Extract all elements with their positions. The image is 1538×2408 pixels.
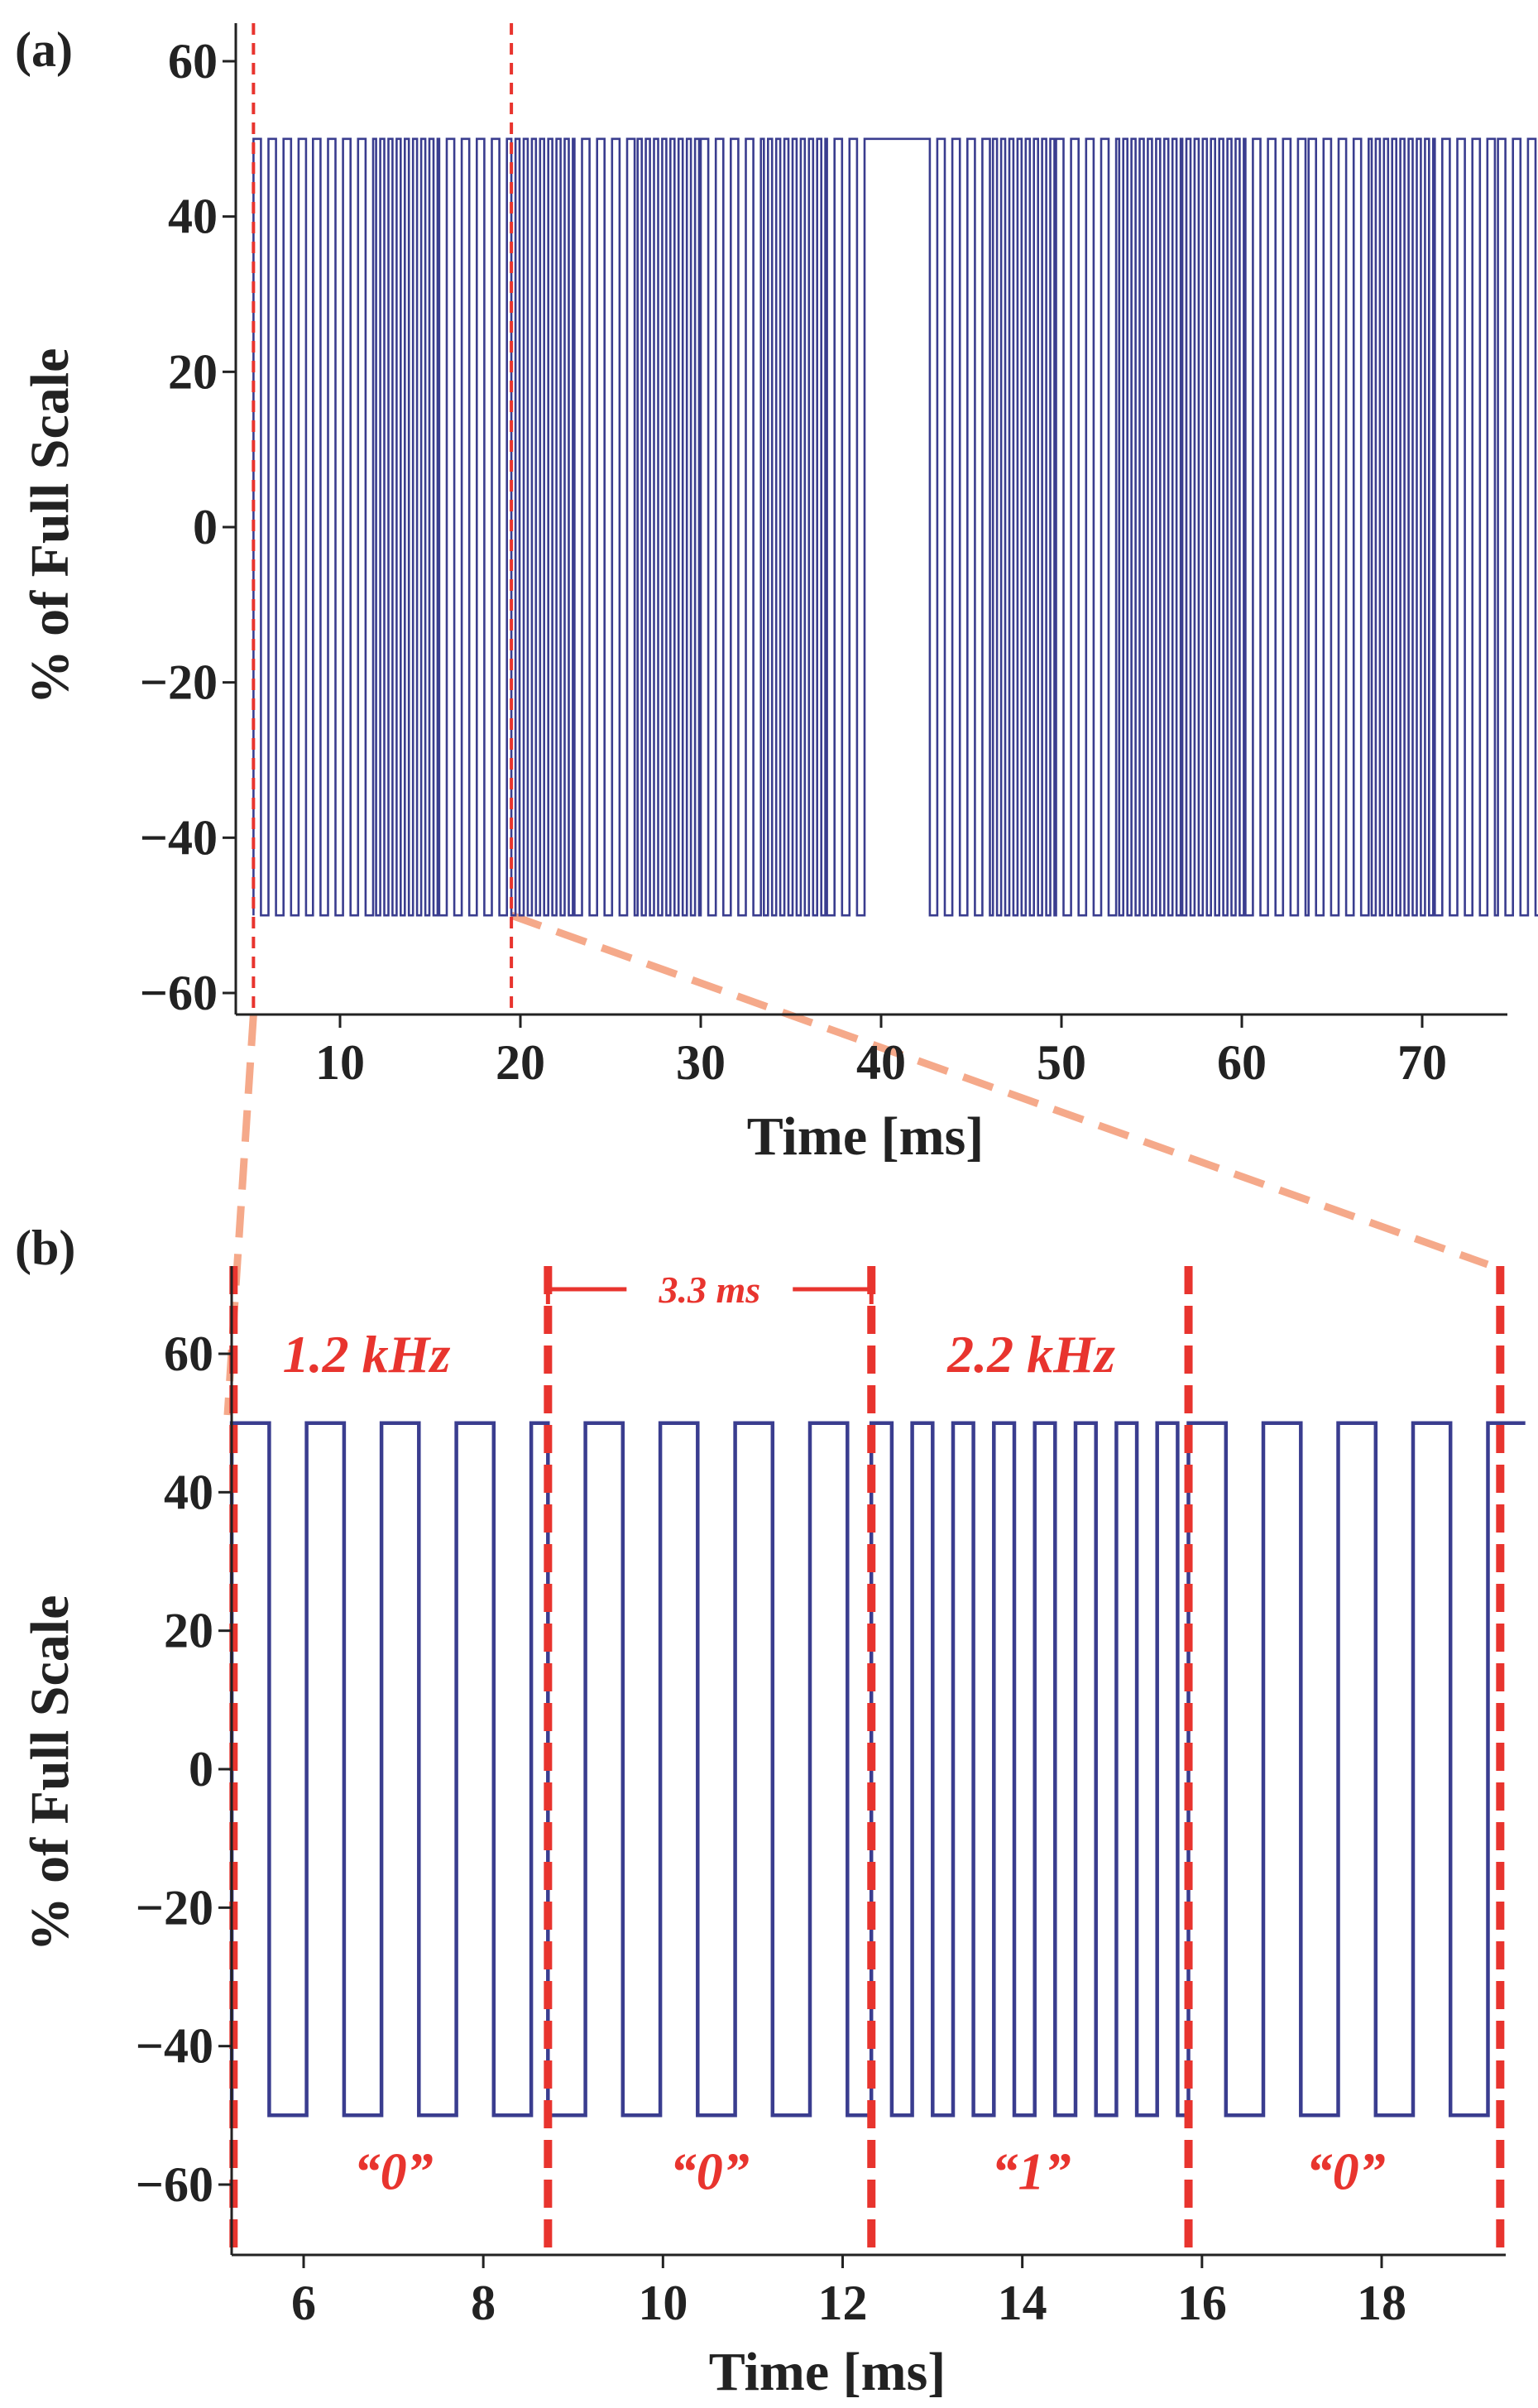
panel-a-label: (a)	[15, 22, 73, 77]
panel-b-x-axis-label: Time [ms]	[709, 2342, 946, 2402]
zoom-connectors	[223, 911, 1489, 1416]
x-tick-label: 20	[496, 1035, 545, 1090]
y-tick-label: −60	[136, 2157, 213, 2212]
x-tick-label: 16	[1177, 2276, 1227, 2330]
panel-b: (b) % of Full Scale 1.2 kHz 2.2 kHz 3.3 ms…	[15, 1221, 1526, 2402]
svg-text:% of Full Scale: % of Full Scale	[20, 1595, 80, 1952]
y-tick-label: 60	[164, 1326, 213, 1381]
x-tick-label: 8	[471, 2276, 496, 2330]
x-tick-label: 60	[1217, 1035, 1267, 1090]
panel-a-x-axis-label: Time [ms]	[747, 1106, 985, 1167]
panel-a: (a) % of Full Scale 60 40 20 0 −20 −40 −60 10 2…	[15, 22, 1538, 1167]
y-tick-label: 20	[164, 1604, 213, 1658]
y-tick-label: 60	[168, 34, 218, 89]
x-tick-label: 14	[998, 2276, 1047, 2330]
y-tick-label: −20	[136, 1880, 213, 1935]
x-tick-label: 40	[856, 1035, 906, 1090]
x-tick-label: 10	[315, 1035, 365, 1090]
x-tick-label: 10	[638, 2276, 688, 2330]
frequency-label: 2.2 kHz	[946, 1325, 1115, 1384]
bit-value-label: “1”	[992, 2142, 1071, 2200]
panel-a-signal-line	[252, 137, 1538, 917]
frequency-label: 1.2 kHz	[283, 1325, 451, 1384]
zoom-connector-line	[510, 911, 1489, 1269]
y-tick-label: 0	[193, 500, 218, 554]
y-tick-label: 40	[164, 1465, 213, 1519]
x-tick-label: 6	[291, 2276, 316, 2330]
panel-b-signal	[229, 1421, 1526, 2118]
span-label: 3.3 ms	[658, 1269, 760, 1311]
x-tick-label: 18	[1357, 2276, 1406, 2330]
bit-value-label: “0”	[354, 2142, 434, 2200]
y-tick-label: −60	[140, 966, 218, 1020]
panel-a-markers	[252, 23, 514, 1015]
bit-value-label: “0”	[670, 2142, 750, 2200]
panel-b-bit-boundaries	[229, 1266, 1505, 2255]
svg-text:% of Full Scale: % of Full Scale	[20, 348, 80, 705]
panel-b-y-ticks: 60 40 20 0 −20 −40 −60	[136, 1326, 232, 2212]
panel-b-annotations: 1.2 kHz 2.2 kHz 3.3 ms “0” “0” “1” “0”	[283, 1269, 1386, 2200]
y-tick-label: −40	[136, 2019, 213, 2074]
panel-a-x-ticks: 10 20 30 40 50 60 70	[315, 1015, 1447, 1090]
y-tick-label: 40	[168, 189, 218, 244]
panel-a-signal	[252, 137, 1538, 917]
panel-b-signal-line	[229, 1421, 1526, 2118]
x-tick-label: 12	[818, 2276, 868, 2330]
panel-b-y-axis-label: % of Full Scale	[20, 1595, 80, 1952]
panel-a-y-axis-label: % of Full Scale	[20, 348, 80, 705]
panel-b-x-ticks: 6 8 10 12 14 16 18	[291, 2255, 1406, 2330]
x-tick-label: 50	[1037, 1035, 1086, 1090]
panel-b-label: (b)	[15, 1221, 75, 1275]
x-tick-label: 70	[1397, 1035, 1447, 1090]
panel-a-y-ticks: 60 40 20 0 −20 −40 −60	[140, 34, 236, 1020]
y-tick-label: 0	[189, 1742, 213, 1796]
y-tick-label: −20	[140, 655, 218, 710]
x-tick-label: 30	[676, 1035, 726, 1090]
y-tick-label: −40	[140, 810, 218, 865]
y-tick-label: 20	[168, 344, 218, 399]
zoom-connector-line	[223, 1014, 257, 1416]
bit-value-label: “0”	[1306, 2142, 1386, 2200]
